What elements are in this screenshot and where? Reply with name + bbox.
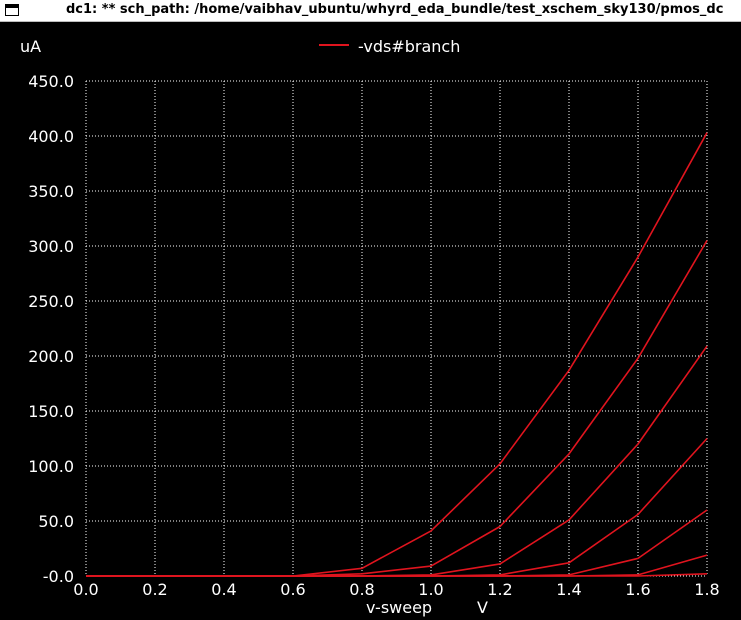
plot-canvas[interactable]: -0.0 50.0 100.0 150.0 200.0 250.0 300.0 350.0 40… (0, 22, 741, 620)
x-axis-unit: V (477, 598, 488, 617)
x-tick-labels: 0.0 0.2 0.4 0.6 0.8 1.0 1.2 1.4 1.6 1.8 (73, 580, 719, 599)
x-tick-label: 0.4 (211, 580, 236, 599)
y-tick-label: -0.0 (43, 567, 74, 586)
x-tick-label: 1.0 (418, 580, 443, 599)
y-tick-label: 400.0 (28, 127, 74, 146)
x-tick-label: 1.2 (487, 580, 512, 599)
window-title: dc1: ** sch_path: /home/vaibhav_ubuntu/w… (66, 2, 724, 17)
window-menu-icon[interactable] (5, 4, 19, 16)
y-tick-label: 450.0 (28, 72, 74, 91)
y-tick-label: 350.0 (28, 182, 74, 201)
x-axis-label: v-sweep (366, 598, 432, 617)
y-tick-labels: -0.0 50.0 100.0 150.0 200.0 250.0 300.0 350.0 40… (28, 72, 74, 586)
legend-label: -vds#branch (358, 37, 460, 56)
y-tick-label: 200.0 (28, 347, 74, 366)
traces (86, 132, 708, 577)
window-titlebar[interactable]: dc1: ** sch_path: /home/vaibhav_ubuntu/w… (0, 0, 741, 22)
trace-line-7 (86, 573, 708, 577)
plot-background (0, 22, 741, 620)
x-tick-label: 0.6 (280, 580, 305, 599)
x-tick-label: 0.2 (142, 580, 167, 599)
legend: -vds#branch (319, 37, 460, 56)
x-tick-label: 0.8 (349, 580, 374, 599)
y-tick-label: 50.0 (38, 512, 74, 531)
x-tick-label: 0.0 (73, 580, 98, 599)
y-tick-label: 150.0 (28, 402, 74, 421)
x-tick-label: 1.6 (625, 580, 650, 599)
y-tick-label: 300.0 (28, 237, 74, 256)
x-tick-label: 1.4 (556, 580, 581, 599)
y-tick-label: 100.0 (28, 457, 74, 476)
y-axis-label: uA (20, 37, 41, 56)
x-tick-label: 1.8 (694, 580, 719, 599)
y-tick-label: 250.0 (28, 292, 74, 311)
